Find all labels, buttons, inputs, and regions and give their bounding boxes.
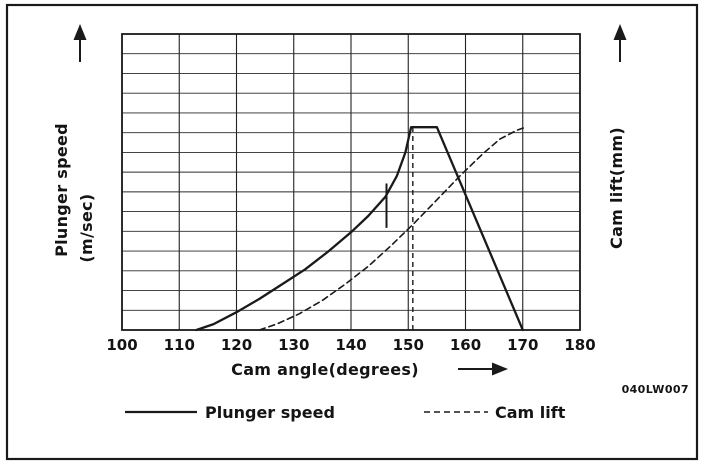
x-axis-label: Cam angle(degrees)	[231, 360, 419, 379]
chart-series	[195, 126, 527, 332]
left-axis-label: Plunger speed	[52, 123, 71, 257]
legend-plunger-speed-label: Plunger speed	[205, 403, 335, 422]
x-tick-label: 180	[564, 336, 595, 354]
cam-lift-curve	[258, 126, 527, 331]
x-tick-label: 160	[450, 336, 481, 354]
left-axis-up-arrow-icon	[73, 24, 87, 62]
plot-border	[121, 33, 581, 331]
right-axis-up-arrow-icon	[613, 24, 627, 62]
left-axis-unit-label: (m/sec)	[77, 193, 96, 262]
right-axis-label: Cam lift(mm)	[607, 127, 626, 249]
x-tick-label: 140	[335, 336, 366, 354]
chart-legend: Plunger speed Cam lift	[125, 403, 566, 422]
x-tick-label: 170	[507, 336, 538, 354]
x-tick-label: 130	[278, 336, 309, 354]
x-tick-label: 100	[106, 336, 137, 354]
x-tick-label: 150	[393, 336, 424, 354]
chart-annotations	[385, 127, 414, 330]
x-axis-right-arrow-icon	[458, 362, 508, 376]
x-axis-tick-labels: 100 110 120 130 140 150 160 170 180	[106, 336, 595, 354]
plunger-speed-curve	[195, 126, 524, 332]
x-tick-label: 120	[221, 336, 252, 354]
x-tick-label: 110	[164, 336, 195, 354]
figure-code: 040LW007	[622, 383, 689, 396]
legend-cam-lift-label: Cam lift	[495, 403, 566, 422]
